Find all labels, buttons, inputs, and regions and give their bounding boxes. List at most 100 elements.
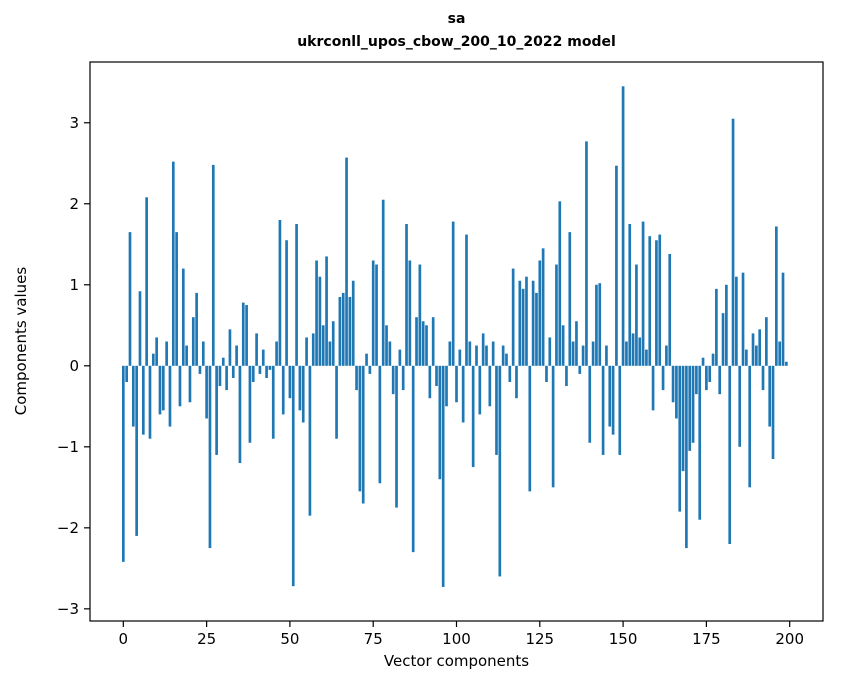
bar	[511, 268, 515, 366]
bar	[288, 365, 292, 399]
bar	[198, 365, 202, 374]
bar	[605, 345, 608, 366]
bar	[178, 365, 182, 407]
bar	[578, 365, 582, 374]
bar	[301, 365, 305, 423]
bar	[275, 341, 278, 366]
bar	[148, 365, 152, 439]
bar	[238, 365, 242, 464]
bar	[675, 365, 678, 419]
bar	[355, 365, 358, 391]
bar	[515, 365, 518, 399]
bar	[381, 199, 385, 366]
bar	[321, 325, 325, 366]
bar	[688, 365, 692, 451]
bar	[311, 333, 315, 366]
bar	[505, 353, 508, 366]
bar	[145, 197, 148, 366]
y-axis-label: Components values	[12, 266, 30, 416]
bar	[521, 288, 525, 366]
bar	[545, 365, 548, 382]
bar	[408, 260, 412, 366]
bar	[618, 365, 622, 455]
bar	[441, 365, 445, 587]
bar	[378, 365, 382, 484]
bar	[588, 365, 592, 443]
bar	[535, 292, 538, 366]
bar	[135, 365, 138, 536]
bar	[358, 365, 362, 492]
bar	[171, 161, 175, 366]
bar	[601, 365, 605, 455]
bar	[121, 365, 125, 562]
bar	[465, 234, 468, 366]
bar	[241, 302, 245, 366]
bar	[168, 365, 172, 427]
bar	[691, 365, 695, 443]
bar	[668, 254, 672, 366]
bar	[398, 349, 402, 366]
bar	[485, 345, 488, 366]
bar	[565, 365, 568, 387]
bar	[385, 325, 388, 366]
bar	[621, 86, 625, 366]
bar	[708, 365, 712, 382]
bar	[318, 276, 322, 366]
bar	[231, 365, 235, 378]
x-tick-label: 175	[692, 630, 721, 648]
bar	[775, 226, 778, 366]
bar	[435, 365, 438, 387]
bar	[475, 345, 478, 366]
bar	[388, 341, 392, 366]
bar	[551, 365, 555, 488]
bar	[741, 272, 745, 366]
bar	[525, 276, 528, 366]
y-tick-label: −3	[57, 600, 79, 618]
bar	[458, 349, 462, 366]
bar	[508, 365, 512, 382]
y-tick-label: 3	[69, 114, 79, 132]
bar	[571, 341, 575, 366]
bar	[765, 317, 768, 366]
bar	[608, 365, 612, 427]
y-tick-label: −1	[57, 438, 79, 456]
bar	[201, 341, 205, 366]
bar	[731, 118, 735, 366]
bar	[245, 305, 248, 366]
x-tick-label: 150	[609, 630, 638, 648]
bar	[348, 296, 352, 366]
bar	[181, 268, 185, 366]
bar	[785, 361, 788, 366]
bar	[735, 276, 738, 366]
x-tick-label: 0	[119, 630, 129, 648]
bar	[681, 365, 685, 472]
bar	[225, 365, 228, 391]
bar	[391, 365, 395, 395]
bar	[308, 365, 312, 516]
bar	[498, 365, 502, 577]
bar	[755, 345, 758, 366]
bar	[188, 365, 192, 403]
bar	[131, 365, 135, 427]
bar	[705, 365, 708, 391]
bar	[215, 365, 218, 455]
bar	[448, 341, 452, 366]
bar	[661, 365, 665, 391]
x-tick-label: 75	[364, 630, 383, 648]
bar	[641, 221, 645, 366]
chart-title-line1: sa	[447, 11, 466, 27]
bar	[648, 236, 652, 366]
bar	[701, 357, 705, 366]
bar	[368, 365, 372, 374]
bar	[638, 337, 642, 366]
bar	[421, 321, 425, 366]
bar	[721, 313, 725, 366]
bar	[325, 256, 328, 366]
bar	[561, 325, 565, 366]
bar	[541, 248, 545, 366]
bar	[128, 232, 132, 366]
bar	[598, 283, 602, 366]
bar	[531, 280, 535, 366]
bar	[558, 201, 562, 366]
